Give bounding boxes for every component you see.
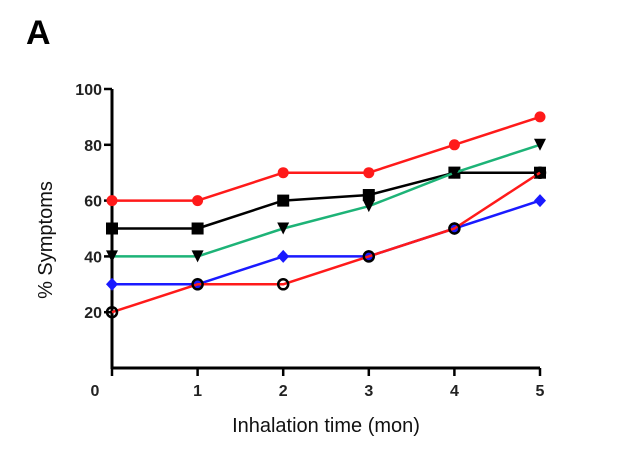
data-point xyxy=(277,249,290,263)
series-line xyxy=(112,115,541,202)
x-axis-title: Inhalation time (mon) xyxy=(232,415,420,437)
data-point xyxy=(277,167,289,179)
data-point xyxy=(534,138,546,151)
y-tick-label: 40 xyxy=(84,249,102,266)
data-point xyxy=(534,111,546,123)
data-point xyxy=(448,166,461,179)
series xyxy=(105,166,547,319)
series-line xyxy=(112,171,540,230)
x-tick-label: 1 xyxy=(193,383,202,400)
data-point xyxy=(362,250,376,263)
data-point xyxy=(191,278,204,291)
panel-label: A xyxy=(26,14,51,52)
data-point xyxy=(534,194,546,208)
y-axis-title: % Symptoms xyxy=(35,181,57,299)
data-point xyxy=(277,194,290,207)
y-tick-label: 60 xyxy=(84,194,102,211)
data-point xyxy=(448,222,461,235)
series-line xyxy=(111,171,541,314)
data-point xyxy=(191,222,204,235)
data-point xyxy=(533,166,547,179)
data-point xyxy=(191,250,204,263)
series-line xyxy=(112,143,541,258)
data-point xyxy=(105,305,119,319)
data-point xyxy=(106,195,118,207)
series-layer xyxy=(105,111,547,319)
y-tick-label: 20 xyxy=(84,305,102,322)
x-tick-label: 4 xyxy=(450,383,459,400)
data-point xyxy=(277,222,290,235)
axes: 20 40 60 80 100 0 1 2 3 4 5 xyxy=(75,82,544,400)
data-point xyxy=(363,167,375,179)
data-point xyxy=(362,200,375,213)
data-point xyxy=(362,189,375,202)
series-line xyxy=(112,199,541,286)
data-point xyxy=(106,250,118,263)
y-tick-label: 80 xyxy=(84,138,102,155)
x-tick-label: 5 xyxy=(536,383,545,400)
series xyxy=(106,194,546,291)
data-point xyxy=(276,278,290,291)
y-tick-label: 100 xyxy=(75,82,102,99)
data-point xyxy=(192,195,204,207)
x-tick-label: 3 xyxy=(364,383,373,400)
x-tick-label: 0 xyxy=(91,383,100,400)
x-tick-label: 2 xyxy=(279,383,288,400)
series xyxy=(106,138,546,263)
data-point xyxy=(448,139,460,151)
data-point xyxy=(106,277,118,291)
data-point xyxy=(106,222,118,235)
series xyxy=(106,111,546,207)
